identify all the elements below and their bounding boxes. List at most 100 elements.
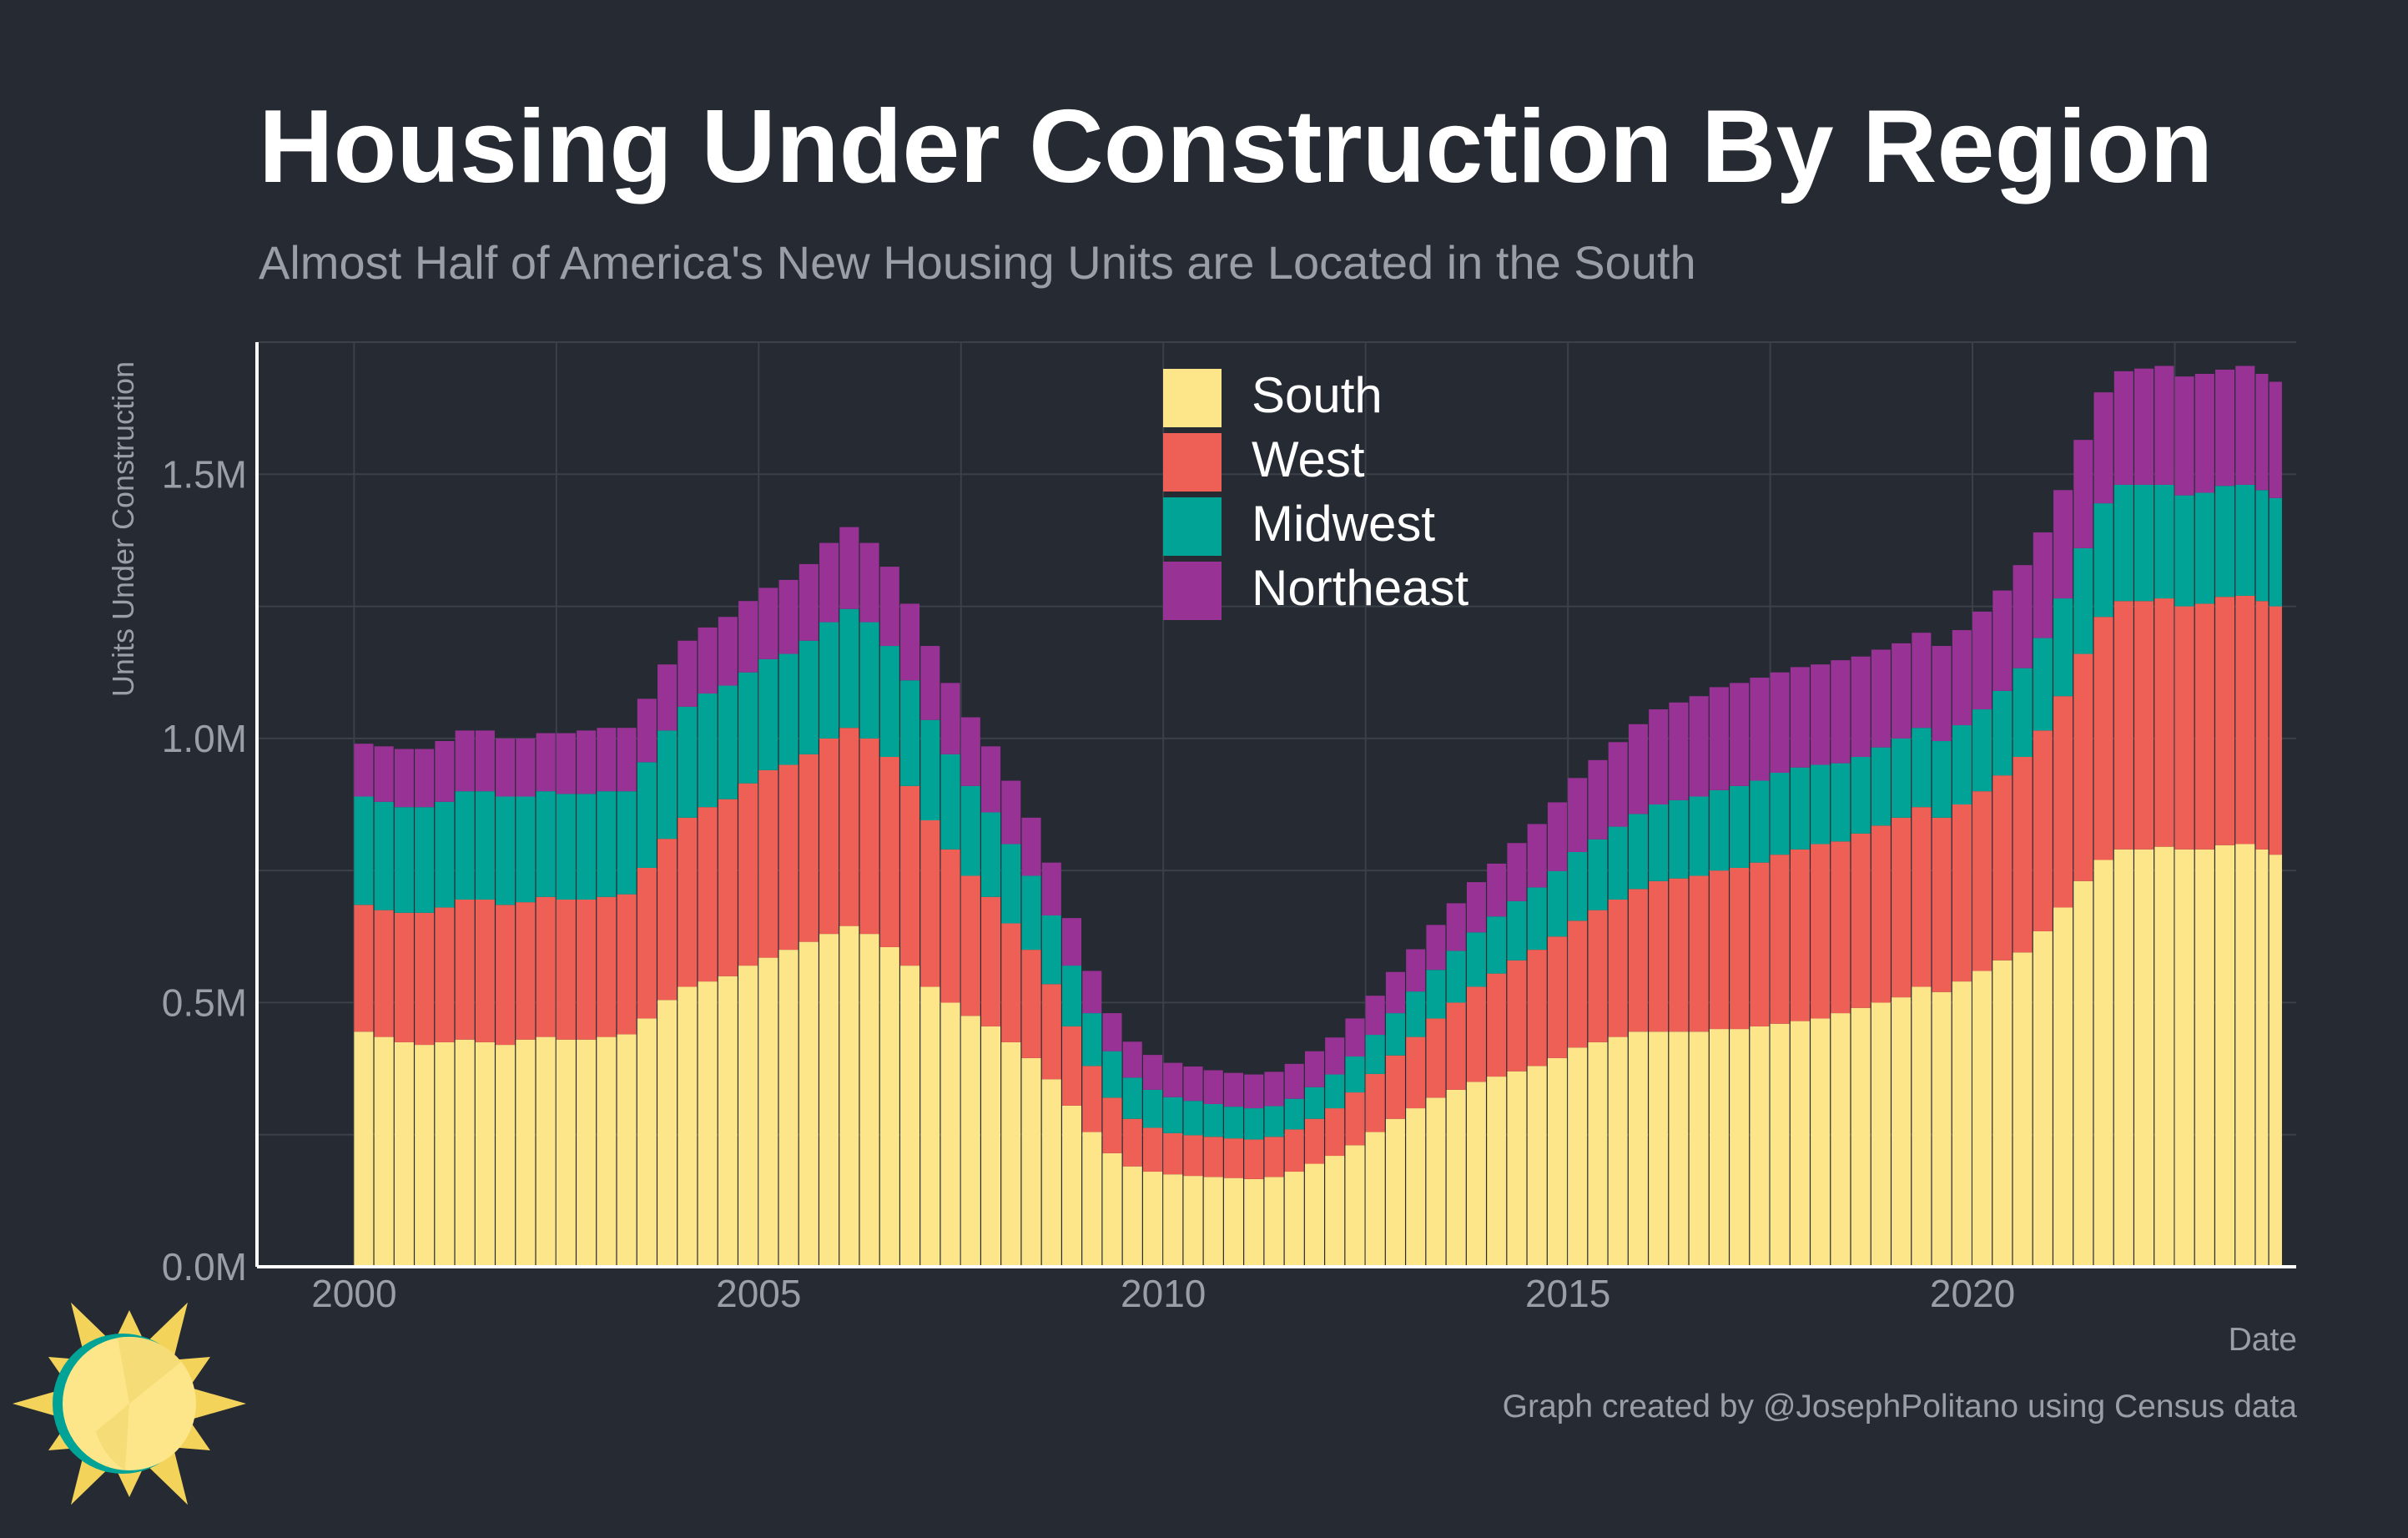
bar-northeast	[2235, 366, 2255, 485]
bar-west	[1932, 817, 1952, 992]
bar-south	[2113, 849, 2133, 1267]
bar-midwest	[2269, 497, 2282, 607]
bar-west	[1244, 1139, 1264, 1179]
bar-south	[1507, 1071, 1527, 1267]
bar-west	[354, 905, 374, 1032]
bar-south	[718, 976, 738, 1267]
bar-midwest	[1061, 966, 1082, 1026]
bar-midwest	[516, 796, 536, 903]
bar-south	[981, 1026, 1001, 1267]
bar-south	[2073, 880, 2093, 1267]
bar-northeast	[1203, 1070, 1223, 1104]
bar-west	[577, 899, 597, 1040]
bar-northeast	[879, 567, 899, 647]
bar-northeast	[2134, 368, 2154, 485]
bar-midwest	[455, 791, 475, 900]
bar-south	[2154, 846, 2174, 1267]
bar-south	[1345, 1145, 1365, 1267]
y-tick-label: 1.5M	[162, 452, 247, 496]
bar-south	[940, 1002, 960, 1267]
bar-northeast	[1365, 996, 1385, 1036]
bar-midwest	[839, 608, 859, 729]
bar-midwest	[354, 796, 374, 905]
bar-midwest	[879, 646, 899, 758]
bar-northeast	[435, 741, 455, 802]
bar-west	[1061, 1026, 1082, 1106]
bar-northeast	[798, 563, 819, 641]
bar-northeast	[577, 730, 597, 794]
bar-northeast	[900, 603, 920, 681]
bar-northeast	[556, 733, 576, 794]
bar-south	[435, 1041, 455, 1267]
bar-south	[1689, 1031, 1709, 1267]
bar-midwest	[1507, 900, 1527, 961]
bar-west	[1649, 880, 1669, 1032]
bar-midwest	[577, 794, 597, 900]
bar-midwest	[1365, 1035, 1385, 1074]
bar-midwest	[2113, 484, 2133, 602]
bar-northeast	[1426, 925, 1446, 971]
bar-south	[879, 946, 899, 1267]
bar-midwest	[1547, 870, 1567, 937]
bar-south	[1466, 1082, 1486, 1267]
bar-south	[2174, 849, 2194, 1267]
legend-label-west: West	[1252, 431, 1365, 487]
bar-west	[2073, 653, 2093, 881]
bar-west	[900, 785, 920, 966]
bar-south	[1669, 1031, 1689, 1267]
bar-midwest	[798, 640, 819, 754]
bar-northeast	[1669, 702, 1689, 800]
bar-midwest	[1912, 728, 1932, 808]
bar-midwest	[1082, 1013, 1102, 1067]
bar-south	[1750, 1026, 1770, 1267]
bar-west	[1669, 878, 1689, 1032]
bar-northeast	[1992, 590, 2013, 691]
x-tick-label: 2000	[311, 1272, 396, 1315]
legend-swatch-south	[1163, 369, 1222, 427]
bar-south	[1082, 1132, 1102, 1267]
bar-midwest	[1972, 709, 1992, 792]
bar-south	[2269, 855, 2282, 1267]
bar-south	[1628, 1031, 1648, 1267]
bar-south	[1568, 1047, 1588, 1267]
bar-south	[1021, 1057, 1041, 1267]
bar-south	[1385, 1118, 1405, 1267]
bar-midwest	[1102, 1051, 1122, 1098]
legend-label-northeast: Northeast	[1252, 560, 1468, 616]
bar-northeast	[1952, 630, 1972, 726]
bar-midwest	[718, 685, 738, 799]
bar-midwest	[435, 801, 455, 908]
bar-west	[718, 799, 738, 976]
bar-west	[2215, 597, 2235, 845]
bar-west	[516, 902, 536, 1040]
bar-west	[2194, 603, 2214, 850]
bar-west	[556, 899, 576, 1040]
bar-northeast	[1021, 817, 1041, 876]
bar-west	[1325, 1108, 1345, 1157]
bar-northeast	[516, 738, 536, 797]
bar-northeast	[839, 527, 859, 609]
bar-northeast	[374, 746, 394, 802]
x-tick-label: 2020	[1930, 1272, 2015, 1315]
bar-midwest	[1385, 1013, 1405, 1056]
bar-midwest	[1345, 1056, 1365, 1093]
bar-midwest	[1811, 764, 1831, 845]
bar-northeast	[1527, 824, 1547, 888]
bar-west	[1588, 910, 1608, 1042]
bar-south	[415, 1045, 435, 1267]
bar-south	[2215, 845, 2235, 1267]
bar-west	[2134, 601, 2154, 850]
bar-midwest	[960, 785, 980, 876]
bar-northeast	[819, 542, 839, 623]
bar-midwest	[1932, 741, 1952, 818]
bar-west	[1992, 775, 2013, 961]
bar-northeast	[1041, 862, 1061, 915]
x-axis-label: Date	[2228, 1322, 2297, 1358]
bar-northeast	[1831, 660, 1851, 764]
sun-ray-icon	[188, 1387, 246, 1420]
bar-west	[1689, 875, 1709, 1032]
bar-west	[981, 896, 1001, 1026]
bar-west	[1730, 867, 1750, 1030]
bar-south	[394, 1041, 414, 1267]
